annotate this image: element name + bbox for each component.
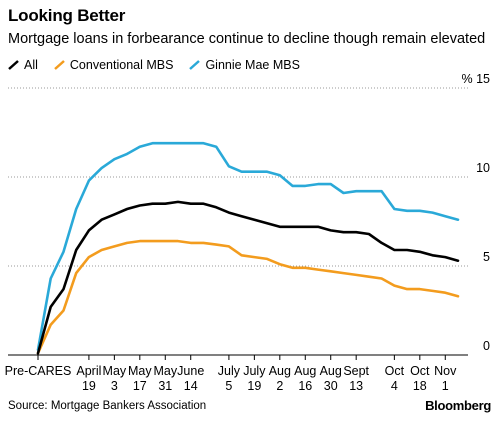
x-tick-label-0: Pre-CARES <box>5 364 72 378</box>
y-unit-label: % 15 <box>462 72 491 86</box>
x-axis: Pre-CARES April19May3May17May31June14July… <box>5 355 457 393</box>
x-tick-sublabel-6: 3 <box>111 379 118 393</box>
x-tick-sublabel-15: 5 <box>225 379 232 393</box>
x-tick-sublabel-32: 1 <box>442 379 449 393</box>
series-line-ginnie-mae-mbs <box>36 141 460 351</box>
chart-title: Looking Better <box>8 6 126 25</box>
series-line-all <box>36 200 460 355</box>
x-tick-label-25: Sept <box>343 364 369 378</box>
legend-item-all: All <box>8 58 38 72</box>
legend-swatch-all <box>8 60 19 70</box>
x-tick-label-12: June <box>177 364 204 378</box>
x-tick-sublabel-10: 31 <box>158 379 172 393</box>
legend-label-conventional: Conventional MBS <box>69 58 174 72</box>
x-tick-label-21: Aug <box>294 364 316 378</box>
legend-label-ginnie: Ginnie Mae MBS <box>205 58 300 72</box>
x-tick-label-15: July <box>218 364 241 378</box>
x-tick-label-28: Oct <box>385 364 405 378</box>
x-tick-sublabel-30: 18 <box>413 379 427 393</box>
legend-swatch-conventional <box>54 60 65 70</box>
x-tick-label-17: July <box>243 364 266 378</box>
x-tick-sublabel-19: 2 <box>276 379 283 393</box>
legend-item-conventional: Conventional MBS <box>54 58 174 72</box>
legend-label-all: All <box>24 58 38 72</box>
source-note: Source: Mortgage Bankers Association <box>8 400 207 412</box>
brand-logo: Bloomberg <box>425 398 491 413</box>
series-line-conventional-mbs <box>36 239 460 355</box>
x-tick-sublabel-23: 30 <box>324 379 338 393</box>
x-tick-sublabel-4: 19 <box>82 379 96 393</box>
chart-legend: All Conventional MBS Ginnie Mae MBS <box>8 58 316 72</box>
legend-item-ginnie: Ginnie Mae MBS <box>189 58 300 72</box>
y-tick-label-5: 5 <box>483 250 490 264</box>
x-tick-sublabel-25: 13 <box>349 379 363 393</box>
series-lines <box>36 141 460 355</box>
x-tick-label-32: Nov <box>434 364 457 378</box>
x-tick-sublabel-8: 17 <box>133 379 147 393</box>
chart-subtitle: Mortgage loans in forbearance continue t… <box>8 31 486 47</box>
x-tick-label-4: April <box>76 364 101 378</box>
y-tick-label-0: 0 <box>483 339 490 353</box>
x-tick-sublabel-12: 14 <box>184 379 198 393</box>
x-tick-label-10: May <box>153 364 177 378</box>
legend-swatch-ginnie <box>189 60 201 70</box>
y-tick-label-10: 10 <box>476 161 490 175</box>
y-axis: 0 5 10 % 15 <box>462 72 491 353</box>
x-tick-sublabel-17: 19 <box>247 379 261 393</box>
x-tick-sublabel-28: 4 <box>391 379 398 393</box>
x-tick-label-23: Aug <box>320 364 342 378</box>
x-tick-label-6: May <box>103 364 127 378</box>
x-tick-label-8: May <box>128 364 152 378</box>
x-tick-sublabel-21: 16 <box>298 379 312 393</box>
x-tick-label-19: Aug <box>269 364 291 378</box>
x-tick-label-30: Oct <box>410 364 430 378</box>
gridlines <box>8 87 468 356</box>
